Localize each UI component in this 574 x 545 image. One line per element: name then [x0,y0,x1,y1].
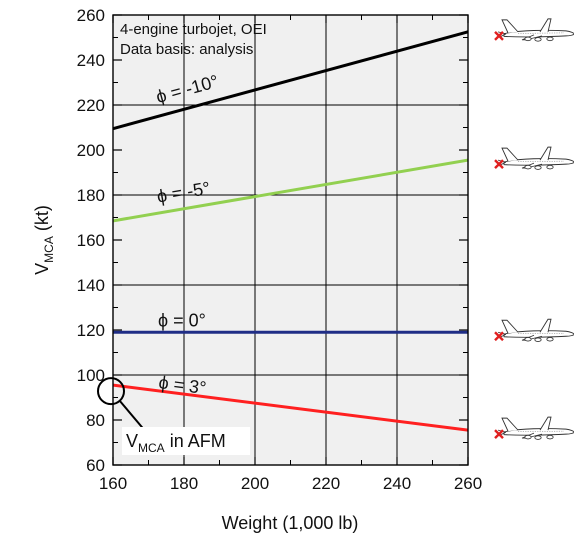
series-line-0 [113,30,468,131]
airplane-shape [497,146,574,170]
y-tick-label: 80 [86,411,105,430]
airplane-engine-out-icon [494,18,574,42]
failed-engine-x-icon [494,31,504,41]
y-tick-label: 220 [77,96,105,115]
y-axis-title-unit: (kt) [32,205,52,236]
x-tick-label: 200 [241,474,269,493]
plot-area [113,15,468,465]
airplane-engine-out-icon [494,416,574,440]
x-axis-title: Weight (1,000 lb) [222,513,359,533]
x-stroke-b [494,429,504,439]
x-tick-label: 240 [383,474,411,493]
series-label-2: ϕ = 0° [158,310,206,330]
x-tick-label: 180 [170,474,198,493]
airplane-engine-out-icon [494,318,574,342]
x-tick-label: 160 [99,474,127,493]
y-tick-label: 100 [77,366,105,385]
airplane-engine-out-icon [494,146,574,170]
failed-engine-x-icon [494,429,504,439]
y-tick-label: 180 [77,186,105,205]
series-layer [113,30,468,432]
x-tick-label: 220 [312,474,340,493]
y-tick-label: 200 [77,141,105,160]
annotation-label-sub: MCA [138,441,165,455]
annotation-label-rest: in AFM [165,431,226,451]
annotation-label-bg [122,427,250,455]
airplane-shape [497,318,574,342]
note-line-2: Data basis: analysis [120,41,253,58]
series-line-3 [113,383,468,432]
y-tick-label: 240 [77,51,105,70]
airplane-shape [497,416,574,440]
tick-labels: 160 180 200 220 240 260 60 80 100 120 140 160 180 200… [77,6,483,493]
series-line-1 [113,158,468,223]
y-tick-label: 160 [77,231,105,250]
x-stroke-b [494,331,504,342]
failed-engine-x-icon [494,159,504,169]
y-tick-label: 120 [77,321,105,340]
y-axis-title-sub: MCA [42,236,56,263]
annotation-label-main: V [126,431,138,451]
annotation-label: VMCA in AFM [126,431,226,455]
x-tick-label: 260 [454,474,482,493]
x-stroke-b [494,31,504,41]
airplane-shape [497,18,574,42]
y-axis-title-main: V [32,263,52,275]
y-tick-label: 140 [77,276,105,295]
side-icons [494,18,574,440]
vmca-afm-annotation: VMCA in AFM [97,377,250,455]
y-tick-label: 260 [77,6,105,25]
tick-marks [112,14,469,466]
annotation-circle [97,377,125,406]
y-axis-title: VMCA (kt) [32,205,56,275]
x-stroke-b [494,159,504,169]
note-line-1: 4-engine turbojet, OEI [120,21,267,38]
y-tick-label: 60 [86,456,105,475]
failed-engine-x-icon [494,331,504,342]
